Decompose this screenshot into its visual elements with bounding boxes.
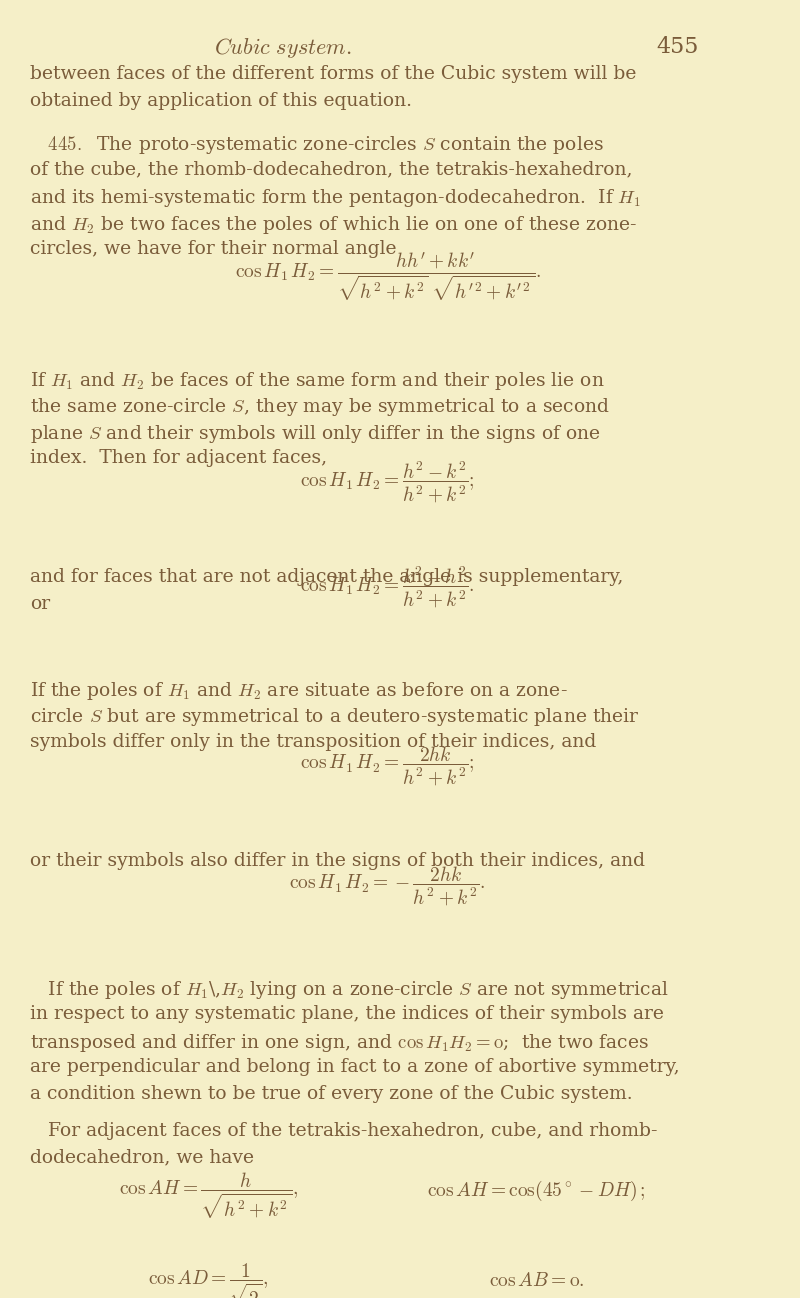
Text: a condition shewn to be true of every zone of the Cubic system.: a condition shewn to be true of every zo… [30, 1085, 633, 1103]
Text: $\mathbf{445.}$  The proto-systematic zone-circles $S$ contain the poles: $\mathbf{445.}$ The proto-systematic zon… [30, 134, 604, 156]
Text: in respect to any systematic plane, the indices of their symbols are: in respect to any systematic plane, the … [30, 1005, 664, 1023]
Text: 455: 455 [656, 36, 698, 57]
Text: index.  Then for adjacent faces,: index. Then for adjacent faces, [30, 449, 327, 467]
Text: obtained by application of this equation.: obtained by application of this equation… [30, 92, 412, 110]
Text: $\cos H_1\, H_2 = \dfrac{h^2 - k^2}{h^2 + k^2};$: $\cos H_1\, H_2 = \dfrac{h^2 - k^2}{h^2 … [300, 459, 475, 505]
Text: and its hemi-systematic form the pentagon-dodecahedron.  If $H_1$: and its hemi-systematic form the pentago… [30, 187, 641, 209]
Text: $\cos H_1\, H_2 = \dfrac{h h' + k k'}{\sqrt{h^2 + k^2}\;\sqrt{h'^2 + k'^2}}.$: $\cos H_1\, H_2 = \dfrac{h h' + k k'}{\s… [234, 249, 541, 302]
Text: and $H_2$ be two faces the poles of which lie on one of these zone-: and $H_2$ be two faces the poles of whic… [30, 214, 638, 235]
Text: circle $S$ but are symmetrical to a deutero-systematic plane their: circle $S$ but are symmetrical to a deut… [30, 706, 640, 728]
Text: are perpendicular and belong in fact to a zone of abortive symmetry,: are perpendicular and belong in fact to … [30, 1058, 679, 1076]
Text: $\cos H_1\, H_2 = \dfrac{2 h k}{h^2 + k^2};$: $\cos H_1\, H_2 = \dfrac{2 h k}{h^2 + k^… [300, 745, 475, 788]
Text: transposed and differ in one sign, and $\cos H_1 H_2 = \mathrm{o}$;  the two fac: transposed and differ in one sign, and $… [30, 1032, 649, 1054]
Text: $\cos H_1\, H_2 = \dfrac{k^2 - h^2}{h^2 + k^2}.$: $\cos H_1\, H_2 = \dfrac{k^2 - h^2}{h^2 … [300, 565, 475, 610]
Text: $\it{Cubic\ system.}$: $\it{Cubic\ system.}$ [214, 36, 352, 60]
Text: the same zone-circle $S$, they may be symmetrical to a second: the same zone-circle $S$, they may be sy… [30, 396, 610, 418]
Text: of the cube, the rhomb-dodecahedron, the tetrakis-hexahedron,: of the cube, the rhomb-dodecahedron, the… [30, 161, 632, 179]
Text: or their symbols also differ in the signs of both their indices, and: or their symbols also differ in the sign… [30, 851, 645, 870]
Text: If the poles of $H_1$ and $H_2$ are situate as before on a zone-: If the poles of $H_1$ and $H_2$ are situ… [30, 680, 567, 701]
Text: between faces of the different forms of the Cubic system will be: between faces of the different forms of … [30, 65, 636, 83]
Text: $\cos A B = \mathrm{o}.$: $\cos A B = \mathrm{o}.$ [489, 1272, 585, 1290]
Text: circles, we have for their normal angle: circles, we have for their normal angle [30, 240, 396, 258]
Text: or: or [30, 594, 50, 613]
Text: If $H_1$ and $H_2$ be faces of the same form and their poles lie on: If $H_1$ and $H_2$ be faces of the same … [30, 370, 604, 392]
Text: $\cos H_1\, H_2 = -\dfrac{2 h k}{h^2 + k^2}.$: $\cos H_1\, H_2 = -\dfrac{2 h k}{h^2 + k… [290, 864, 486, 907]
Text: symbols differ only in the transposition of their indices, and: symbols differ only in the transposition… [30, 732, 596, 750]
Text: $\cos A H = \dfrac{h}{\sqrt{h^2 + k^2}},$: $\cos A H = \dfrac{h}{\sqrt{h^2 + k^2}},… [119, 1171, 298, 1221]
Text: plane $S$ and their symbols will only differ in the signs of one: plane $S$ and their symbols will only di… [30, 423, 601, 445]
Text: $\cos A H = \cos(45^\circ - D H)\,;$: $\cos A H = \cos(45^\circ - D H)\,;$ [427, 1179, 646, 1203]
Text: dodecahedron, we have: dodecahedron, we have [30, 1149, 254, 1166]
Text: $\cos A D = \dfrac{1}{\sqrt{2}},$: $\cos A D = \dfrac{1}{\sqrt{2}},$ [148, 1262, 269, 1298]
Text: For adjacent faces of the tetrakis-hexahedron, cube, and rhomb-: For adjacent faces of the tetrakis-hexah… [30, 1121, 658, 1140]
Text: and for faces that are not adjacent the angle is supplementary,: and for faces that are not adjacent the … [30, 569, 623, 587]
Text: If the poles of $H_1$\,$H_2$ lying on a zone-circle $S$ are not symmetrical: If the poles of $H_1$\,$H_2$ lying on a … [30, 979, 669, 1001]
